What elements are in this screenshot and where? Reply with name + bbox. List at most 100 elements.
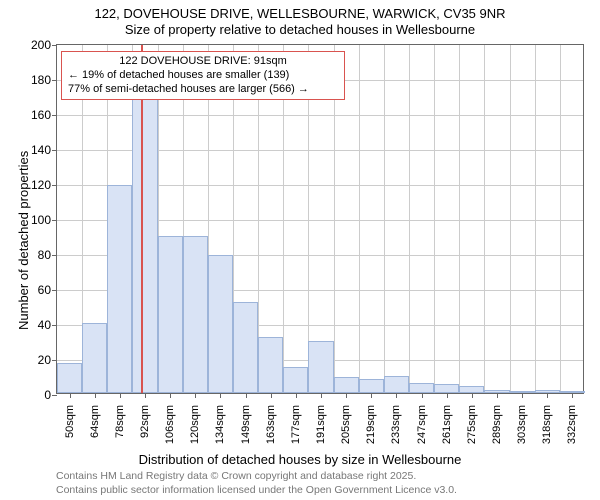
x-tick-mark [145, 393, 146, 398]
x-tick-label: 64sqm [89, 405, 101, 438]
histogram-bar [359, 379, 384, 393]
x-tick-label: 191sqm [315, 405, 327, 444]
gridline-vertical [510, 45, 511, 393]
y-tick-label: 180 [31, 73, 51, 87]
gridline-vertical [359, 45, 360, 393]
x-tick-mark [70, 393, 71, 398]
callout-box: 122 DOVEHOUSE DRIVE: 91sqm← 19% of detac… [61, 51, 345, 100]
y-tick-mark [52, 150, 57, 151]
x-tick-label: 78sqm [114, 405, 126, 438]
x-tick-mark [346, 393, 347, 398]
x-tick-label: 50sqm [64, 405, 76, 438]
histogram-bar [510, 391, 535, 393]
x-tick-mark [220, 393, 221, 398]
x-tick-mark [422, 393, 423, 398]
histogram-bar [57, 363, 82, 393]
callout-title: 122 DOVEHOUSE DRIVE: 91sqm [68, 55, 338, 69]
x-tick-mark [195, 393, 196, 398]
x-tick-mark [447, 393, 448, 398]
x-tick-mark [120, 393, 121, 398]
histogram-bar [283, 367, 308, 393]
y-tick-mark [52, 255, 57, 256]
chart-container: 122, DOVEHOUSE DRIVE, WELLESBOURNE, WARW… [0, 0, 600, 500]
histogram-bar [82, 323, 107, 393]
chart-title-line2: Size of property relative to detached ho… [0, 22, 600, 37]
x-tick-mark [472, 393, 473, 398]
x-tick-label: 247sqm [416, 405, 428, 444]
y-tick-label: 140 [31, 143, 51, 157]
x-tick-label: 149sqm [240, 405, 252, 444]
histogram-bar [384, 376, 409, 394]
callout-line: 77% of semi-detached houses are larger (… [68, 83, 338, 97]
x-tick-mark [271, 393, 272, 398]
gridline-vertical [459, 45, 460, 393]
x-tick-label: 106sqm [164, 405, 176, 444]
x-axis-label: Distribution of detached houses by size … [0, 452, 600, 467]
x-tick-label: 275sqm [466, 405, 478, 444]
x-tick-mark [296, 393, 297, 398]
histogram-bar [183, 236, 208, 394]
y-tick-label: 200 [31, 38, 51, 52]
x-tick-mark [95, 393, 96, 398]
x-tick-mark [371, 393, 372, 398]
y-tick-mark [52, 220, 57, 221]
x-tick-mark [321, 393, 322, 398]
x-tick-mark [522, 393, 523, 398]
x-tick-label: 120sqm [189, 405, 201, 444]
x-tick-label: 219sqm [365, 405, 377, 444]
histogram-bar [308, 341, 333, 394]
y-tick-label: 120 [31, 178, 51, 192]
plot-area: 02040608010012014016018020050sqm64sqm78s… [56, 44, 584, 394]
y-axis-label: Number of detached properties [16, 151, 31, 330]
histogram-bar [434, 384, 459, 393]
x-tick-label: 332sqm [566, 405, 578, 444]
histogram-bar [560, 391, 585, 393]
histogram-bar [258, 337, 283, 393]
x-tick-label: 92sqm [139, 405, 151, 438]
chart-title-line1: 122, DOVEHOUSE DRIVE, WELLESBOURNE, WARW… [0, 6, 600, 21]
y-tick-label: 40 [38, 318, 51, 332]
y-tick-label: 20 [38, 353, 51, 367]
gridline-vertical [409, 45, 410, 393]
x-tick-mark [396, 393, 397, 398]
x-tick-mark [497, 393, 498, 398]
x-tick-label: 163sqm [265, 405, 277, 444]
x-tick-mark [572, 393, 573, 398]
y-tick-mark [52, 360, 57, 361]
histogram-bar [484, 390, 509, 394]
histogram-bar [233, 302, 258, 393]
histogram-bar [107, 185, 132, 393]
x-tick-label: 261sqm [441, 405, 453, 444]
gridline-vertical [384, 45, 385, 393]
y-tick-label: 100 [31, 213, 51, 227]
x-tick-label: 318sqm [541, 405, 553, 444]
x-tick-label: 177sqm [290, 405, 302, 444]
y-tick-label: 160 [31, 108, 51, 122]
x-tick-label: 134sqm [214, 405, 226, 444]
gridline-vertical [484, 45, 485, 393]
y-tick-mark [52, 115, 57, 116]
y-tick-label: 80 [38, 248, 51, 262]
y-tick-mark [52, 80, 57, 81]
gridline-vertical [434, 45, 435, 393]
histogram-bar [208, 255, 233, 393]
x-tick-mark [246, 393, 247, 398]
histogram-bar [409, 383, 434, 394]
histogram-bar [535, 390, 560, 394]
x-tick-mark [547, 393, 548, 398]
histogram-bar [132, 96, 157, 394]
histogram-bar [158, 236, 183, 394]
footer-attribution-2: Contains public sector information licen… [56, 484, 457, 496]
x-tick-label: 289sqm [491, 405, 503, 444]
y-tick-mark [52, 185, 57, 186]
y-tick-label: 0 [44, 388, 51, 402]
histogram-bar [459, 386, 484, 393]
y-tick-mark [52, 325, 57, 326]
footer-attribution-1: Contains HM Land Registry data © Crown c… [56, 470, 416, 482]
y-tick-label: 60 [38, 283, 51, 297]
y-tick-mark [52, 45, 57, 46]
y-tick-mark [52, 395, 57, 396]
x-tick-label: 233sqm [390, 405, 402, 444]
callout-line: ← 19% of detached houses are smaller (13… [68, 69, 338, 83]
x-tick-mark [170, 393, 171, 398]
